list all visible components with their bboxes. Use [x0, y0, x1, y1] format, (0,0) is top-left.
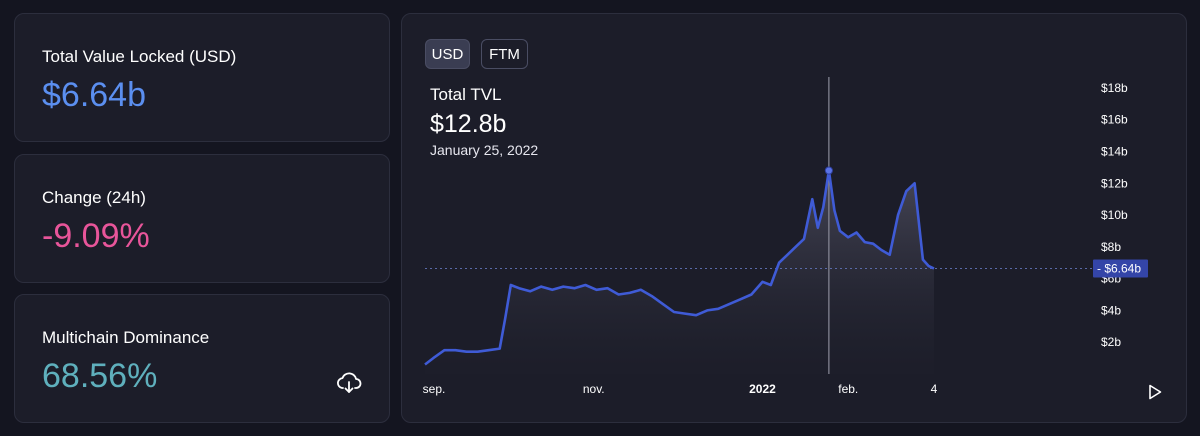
y-tick-label: $10b	[1101, 208, 1128, 222]
chart-title: Total TVL	[430, 85, 502, 104]
tvl-chart: $2b$4b$6b$8b$10b$12b$14b$16b$18b- $6.64b…	[423, 77, 1148, 396]
tvl-card: Total Value Locked (USD) $6.64b	[14, 13, 390, 142]
tvl-label: Total Value Locked (USD)	[42, 47, 237, 66]
cloud-download-icon[interactable]	[335, 369, 363, 397]
x-tick-label: nov.	[583, 382, 605, 396]
y-tick-label: $16b	[1101, 113, 1128, 127]
change-card: Change (24h) -9.09%	[14, 154, 390, 283]
change-value: -9.09%	[42, 217, 150, 255]
dominance-card: Multichain Dominance 68.56%	[14, 294, 390, 423]
hover-date: January 25, 2022	[430, 142, 539, 158]
y-tick-label: $8b	[1101, 240, 1121, 254]
change-label: Change (24h)	[42, 188, 146, 207]
dominance-value: 68.56%	[42, 357, 158, 395]
play-icon[interactable]	[1148, 384, 1162, 400]
x-tick-label: sep.	[423, 382, 446, 396]
hover-value: $12.8b	[430, 110, 507, 138]
y-tick-label: $4b	[1101, 303, 1121, 317]
y-tick-label: $18b	[1101, 81, 1128, 95]
ftm-toggle-button[interactable]: FTM	[481, 39, 528, 69]
hover-point	[824, 166, 833, 175]
tvl-series-line	[424, 169, 935, 366]
current-value-label: - $6.64b	[1097, 261, 1141, 275]
y-tick-label: $14b	[1101, 144, 1128, 158]
x-tick-label: 4	[931, 382, 938, 396]
y-tick-label: $2b	[1101, 335, 1121, 349]
x-tick-label: feb.	[838, 382, 858, 396]
tvl-area	[425, 170, 934, 374]
current-value-tag	[1093, 259, 1148, 278]
dominance-label: Multichain Dominance	[42, 328, 210, 347]
x-tick-label: 2022	[749, 382, 776, 396]
usd-toggle-button[interactable]: USD	[425, 39, 470, 69]
y-tick-label: $12b	[1101, 176, 1128, 190]
tvl-value: $6.64b	[42, 76, 146, 114]
tvl-chart-panel: $2b $4b $6b $8b $10b $12b $14b $16b $18b - $6.64b…	[401, 13, 1187, 423]
